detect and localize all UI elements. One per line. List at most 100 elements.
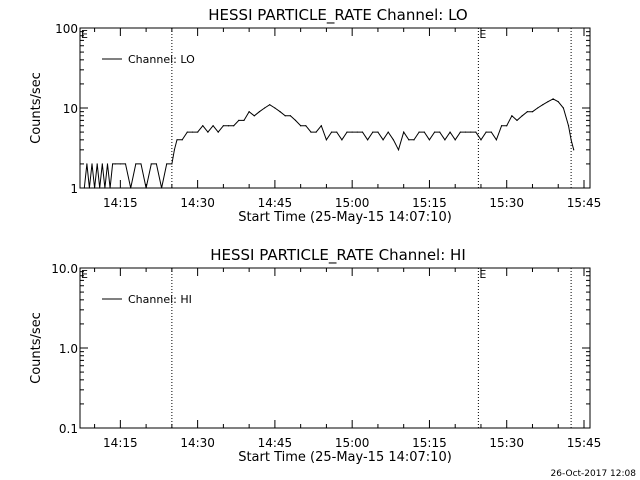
data-point <box>86 163 88 165</box>
data-point <box>171 163 173 165</box>
data-point <box>470 131 472 133</box>
x-tick-label: 15:15 <box>412 436 447 450</box>
data-point <box>114 163 116 165</box>
data-point <box>356 131 358 133</box>
data-point <box>212 125 214 127</box>
y-axis-label: Counts/sec <box>29 72 44 144</box>
data-point <box>459 131 461 133</box>
data-point <box>562 107 564 109</box>
data-point <box>361 131 364 133</box>
x-tick-label: 14:45 <box>258 436 293 450</box>
data-point <box>367 139 369 141</box>
data-point <box>181 139 183 141</box>
data-point <box>269 104 271 106</box>
data-point <box>537 107 539 109</box>
data-point <box>444 139 446 141</box>
data-point <box>475 131 477 133</box>
x-axis-label: Start Time (25-May-15 14:07:10) <box>238 210 452 225</box>
data-point <box>279 111 281 113</box>
data-point <box>150 163 152 165</box>
data-point <box>464 131 467 133</box>
marker-label: E <box>479 28 486 41</box>
x-tick-label: 15:30 <box>489 196 524 210</box>
data-point <box>227 125 230 127</box>
data-point <box>547 101 549 103</box>
y-axis-label: Counts/sec <box>29 312 44 384</box>
data-point <box>284 115 286 117</box>
x-tick-label: 15:15 <box>412 196 447 210</box>
data-point <box>186 131 188 133</box>
y-tick-label: 1.0 <box>59 342 78 356</box>
data-point <box>197 131 199 133</box>
data-point <box>305 125 307 127</box>
x-tick-label: 15:45 <box>567 196 602 210</box>
data-point <box>377 131 379 133</box>
data-point <box>485 131 487 133</box>
data-point <box>439 131 441 133</box>
data-point <box>531 111 534 113</box>
data-point <box>315 131 317 133</box>
data-point <box>88 187 91 189</box>
data-point <box>233 125 235 127</box>
data-point <box>253 115 255 117</box>
y-tick-label: 10.0 <box>51 262 78 276</box>
data-point <box>135 163 137 165</box>
data-point <box>93 187 96 189</box>
data-point <box>511 115 513 117</box>
data-point <box>106 163 109 165</box>
data-point <box>490 131 492 133</box>
data-point <box>403 131 405 133</box>
data-point <box>573 149 575 151</box>
data-point <box>124 163 127 165</box>
data-point <box>552 98 554 100</box>
data-point <box>263 107 266 109</box>
data-point <box>521 115 523 117</box>
data-point <box>160 187 163 189</box>
footer-timestamp: 26-Oct-2017 12:08 <box>551 469 637 479</box>
data-point <box>346 131 348 133</box>
data-point <box>130 187 132 189</box>
marker-label: E <box>81 28 88 41</box>
x-tick-label: 15:00 <box>335 196 370 210</box>
x-tick-label: 14:15 <box>103 196 138 210</box>
y-tick-label: 0.1 <box>59 422 78 436</box>
data-point <box>428 139 431 141</box>
data-point <box>222 125 224 127</box>
data-point <box>96 163 98 165</box>
x-tick-label: 14:15 <box>103 436 138 450</box>
data-point <box>542 104 544 106</box>
data-point <box>176 139 178 141</box>
data-point <box>480 139 482 141</box>
data-point <box>83 187 85 189</box>
data-point <box>258 111 261 113</box>
data-point <box>217 131 219 133</box>
data-point <box>300 125 302 127</box>
data-point <box>500 125 503 127</box>
data-point <box>310 131 312 133</box>
data-point <box>191 131 194 133</box>
data-point <box>289 115 291 117</box>
data-point <box>91 163 93 165</box>
data-point <box>449 131 451 133</box>
series-line <box>83 98 575 189</box>
data-point <box>274 107 276 109</box>
x-tick-label: 14:30 <box>180 436 215 450</box>
x-tick-label: 14:45 <box>258 196 293 210</box>
chart-title: HESSI PARTICLE_RATE Channel: LO <box>208 6 467 25</box>
legend-label: Channel: HI <box>128 293 192 306</box>
data-point <box>418 131 420 133</box>
data-point <box>166 163 168 165</box>
data-point <box>341 139 343 141</box>
x-tick-label: 15:00 <box>335 436 370 450</box>
data-point <box>101 163 103 165</box>
data-point <box>454 139 456 141</box>
legend-label: Channel: LO <box>128 53 195 66</box>
y-tick-label: 100 <box>55 22 78 36</box>
data-point <box>567 125 570 127</box>
data-point <box>119 163 121 165</box>
data-point <box>99 187 101 189</box>
data-point <box>495 139 498 141</box>
data-point <box>243 119 245 121</box>
x-tick-label: 15:45 <box>567 436 602 450</box>
